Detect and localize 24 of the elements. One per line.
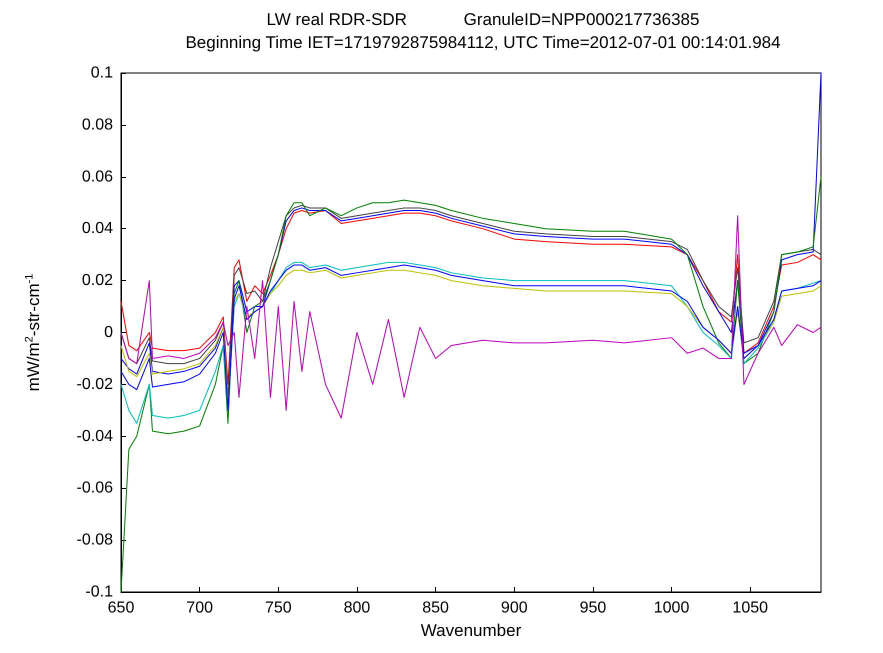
y-tick-label: -0.02 — [76, 376, 114, 393]
y-tick-label: 0.04 — [82, 220, 114, 238]
x-axis-title: Wavenumber — [420, 621, 522, 640]
y-tick-label: -0.06 — [76, 480, 114, 497]
x-tick-label: 800 — [344, 600, 370, 616]
chart-title: LW real RDR-SDR GranuleID=NPP000217736385 — [266, 10, 700, 29]
x-tick-label: 750 — [264, 600, 292, 616]
y-tick-label: -0.08 — [76, 532, 114, 549]
y-axis-title: mW/m2-str-cm-1 — [24, 274, 43, 392]
x-tick-label: 1050 — [732, 600, 768, 616]
chart-subtitle: Beginning Time IET=1719792875984112, UTC Time=2012-07-01 00:14:01.984 — [185, 33, 781, 52]
y-tick-label: 0 — [104, 324, 114, 341]
x-tick-label: 1000 — [654, 600, 690, 616]
x-tick-label: 700 — [186, 600, 214, 616]
x-tick-label: 900 — [500, 600, 528, 616]
x-tick-label: 650 — [108, 600, 134, 616]
y-tick-label: -0.04 — [76, 428, 114, 445]
x-tick-label: 850 — [422, 600, 450, 616]
y-tick-label: 0.1 — [90, 64, 114, 82]
y-tick-label: 0.08 — [82, 116, 114, 134]
y-tick-label: 0.06 — [82, 168, 114, 186]
y-tick-label: 0.02 — [82, 272, 114, 290]
y-tick-label: -0.1 — [85, 584, 114, 600]
x-tick-label: 950 — [580, 600, 606, 616]
